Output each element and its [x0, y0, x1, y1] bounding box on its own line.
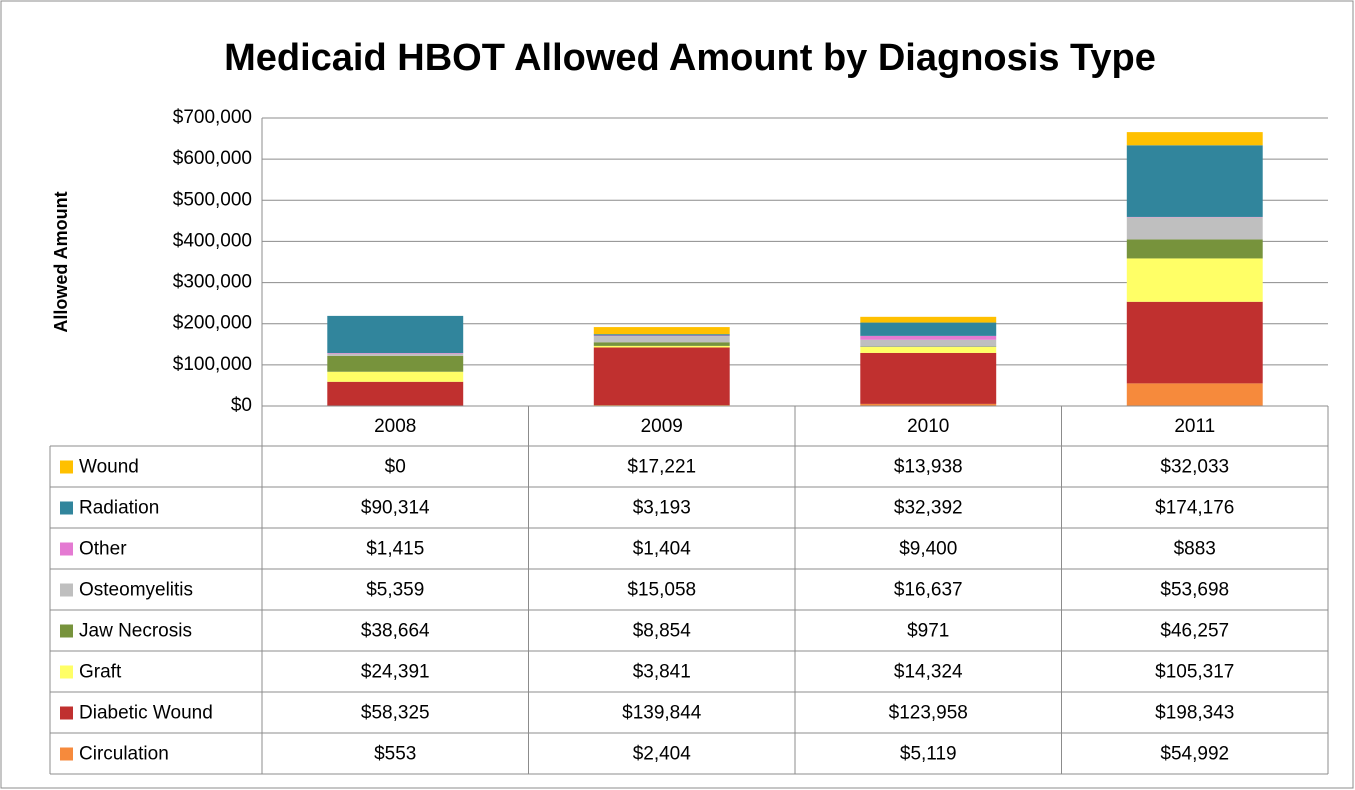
legend-label: Radiation: [79, 498, 159, 519]
bar-segment: [860, 352, 997, 404]
y-tick-label: $700,000: [173, 107, 252, 128]
table-cell: $32,033: [1160, 457, 1229, 478]
bar-segment: [593, 342, 730, 346]
table-cell: $54,992: [1160, 744, 1229, 765]
table-cell: $53,698: [1160, 580, 1229, 601]
chart-title: Medicaid HBOT Allowed Amount by Diagnosi…: [224, 37, 1156, 79]
table-cell: $14,324: [894, 662, 963, 683]
table-cell: $123,958: [889, 703, 968, 724]
bar-segment: [327, 355, 464, 372]
y-tick-label: $500,000: [173, 189, 252, 210]
bar-segment: [593, 335, 730, 337]
x-tick-label: 2009: [641, 416, 683, 437]
legend-swatch: [60, 665, 73, 679]
legend-label: Jaw Necrosis: [79, 621, 192, 642]
bar-segment: [327, 353, 464, 354]
table-cell: $58,325: [361, 703, 430, 724]
y-tick-label: $300,000: [173, 272, 252, 293]
table-cell: $5,119: [900, 744, 957, 765]
bar-segment: [593, 347, 730, 406]
table-cell: $198,343: [1155, 703, 1234, 724]
bar-segment: [593, 334, 730, 336]
x-tick-label: 2011: [1174, 416, 1215, 437]
table-cell: $90,314: [361, 498, 430, 519]
bar-segment: [1126, 301, 1263, 384]
bar-segment: [860, 403, 997, 406]
y-tick-label: $100,000: [173, 354, 252, 375]
bar-segment: [860, 322, 997, 336]
table-cell: $883: [1174, 539, 1216, 560]
bar-segment: [593, 345, 730, 348]
table-cell: $9,400: [899, 539, 957, 560]
table-cell: $32,392: [894, 498, 963, 519]
legend-swatch: [60, 542, 73, 556]
table-cell: $971: [907, 621, 949, 642]
legend-swatch: [60, 583, 73, 597]
table-cell: $15,058: [627, 580, 696, 601]
y-tick-label: $200,000: [173, 313, 252, 334]
y-tick-label: $0: [231, 395, 252, 416]
table-cell: $13,938: [894, 457, 963, 478]
table-cell: $1,404: [633, 539, 692, 560]
bar-segment: [860, 335, 997, 340]
table-cell: $8,854: [633, 621, 692, 642]
table-cell: $3,193: [633, 498, 691, 519]
bar-segment: [327, 371, 464, 382]
table-cell: $2,404: [633, 744, 692, 765]
x-tick-label: 2010: [907, 416, 949, 437]
legend-swatch: [60, 501, 73, 515]
table-cell: $17,221: [627, 457, 696, 478]
legend-label: Other: [79, 539, 127, 560]
bar-segment: [593, 336, 730, 343]
table-cell: $3,841: [633, 662, 691, 683]
x-tick-label: 2008: [374, 416, 416, 437]
y-tick-label: $600,000: [173, 148, 252, 169]
table-cell: $553: [374, 744, 416, 765]
table-cell: $38,664: [361, 621, 430, 642]
legend-label: Graft: [79, 662, 122, 683]
legend-label: Osteomyelitis: [79, 580, 193, 601]
table-cell: $1,415: [366, 539, 424, 560]
bar-segment: [327, 353, 464, 356]
table-cell: $16,637: [894, 580, 963, 601]
y-axis-title: Allowed Amount: [51, 191, 71, 332]
legend-swatch: [60, 747, 73, 761]
bar-segment: [1126, 145, 1263, 217]
legend-label: Circulation: [79, 744, 169, 765]
table-cell: $24,391: [361, 662, 430, 683]
bar-segment: [327, 315, 464, 354]
bar-segment: [860, 316, 997, 323]
bar-segment: [1126, 239, 1263, 259]
bar-segment: [327, 381, 464, 406]
table-cell: $105,317: [1155, 662, 1234, 683]
legend-label: Diabetic Wound: [79, 703, 213, 724]
bar-segment: [593, 327, 730, 335]
table-cell: $46,257: [1160, 621, 1229, 642]
table-cell: $174,176: [1155, 498, 1234, 519]
bar-segment: [860, 347, 997, 353]
bar-segment: [1126, 258, 1263, 302]
table-cell: $0: [385, 457, 406, 478]
legend-label: Wound: [79, 457, 139, 478]
legend-swatch: [60, 706, 73, 720]
y-tick-label: $400,000: [173, 230, 252, 251]
legend-swatch: [60, 624, 73, 638]
bar-segment: [860, 339, 997, 347]
table-cell: $5,359: [366, 580, 424, 601]
legend-swatch: [60, 460, 73, 474]
bar-segment: [1126, 383, 1263, 406]
bar-segment: [1126, 217, 1263, 240]
bar-segment: [1126, 132, 1263, 146]
table-cell: $139,844: [622, 703, 702, 724]
